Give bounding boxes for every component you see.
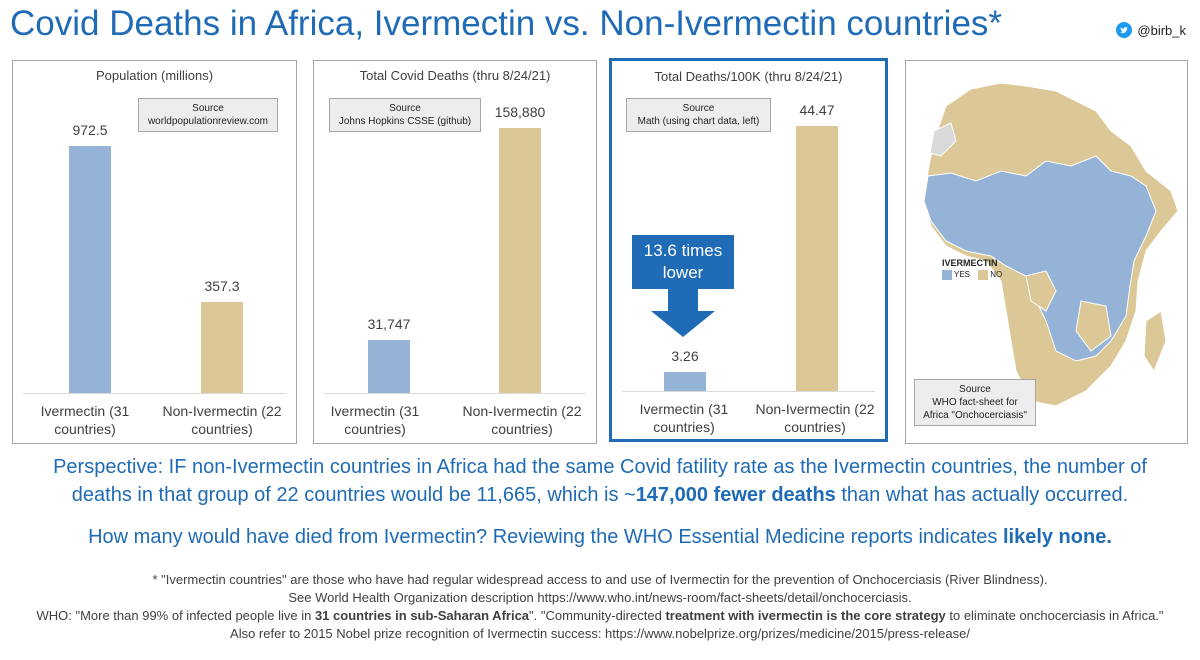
perspective-highlight: 147,000 fewer deaths [635,484,836,506]
source-label: Source [192,103,224,114]
footnote-line1: * "Ivermectin countries" are those who h… [152,572,1048,587]
baseline [23,393,286,394]
legend-title: IVERMECTIN [942,258,998,268]
source-label: Source [959,384,991,395]
source-box: Source worldpopulationreview.com [138,98,278,132]
category-label-ivermectin: Ivermectin (31 countries) [639,401,729,435]
value-label-ivermectin: 31,747 [367,316,411,332]
africa-map [923,82,1179,407]
perspective-line2: deaths in that group of 22 countries wou… [0,481,1200,509]
bar-non-ivermectin [201,302,243,393]
value-label-non-ivermectin: 44.47 [799,102,835,118]
legend-swatch-no [978,270,989,280]
value-label-non-ivermectin: 158,880 [494,104,546,120]
chart-title: Population (millions) [95,68,214,83]
total-deaths-chart: Total Covid Deaths (thru 8/24/21) Source… [313,60,597,444]
source-line1: WHO fact-sheet for [932,397,1018,408]
source-box: Source Math (using chart data, left) [626,98,771,132]
perspective-line1: Perspective: IF non-Ivermectin countries… [53,456,1147,478]
baseline [622,391,875,392]
bar-non-ivermectin [499,128,541,393]
chart-title: Total Covid Deaths (thru 8/24/21) [359,68,551,83]
perspective-line2c: than what has actually occurred. [835,484,1129,506]
value-label-non-ivermectin: 357.3 [204,278,240,294]
category-label-ivermectin: Ivermectin (31 countries) [40,403,130,437]
category-label-non-ivermectin: Non-Ivermectin (22 countries) [755,401,875,435]
source-text: worldpopulationreview.com [147,116,269,127]
fn3a: WHO: "More than 99% of infected people l… [36,608,315,623]
source-text: Math (using chart data, left) [637,116,760,127]
map-source-box: Source WHO fact-sheet for Africa "Onchoc… [914,379,1036,426]
gray-region [929,122,957,157]
fn3e: to eliminate onchocerciasis in Africa." [945,608,1164,623]
down-arrow-icon [651,289,715,337]
footnote-line3: WHO: "More than 99% of infected people l… [0,607,1200,625]
source-box: Source Johns Hopkins CSSE (github) [329,98,481,132]
category-label-ivermectin: Ivermectin (31 countries) [330,403,420,437]
bar-ivermectin [664,372,706,391]
fn3d: treatment with ivermectin is the core st… [665,608,946,623]
value-label-ivermectin: 3.26 [671,348,699,364]
question-highlight: likely none. [1002,526,1112,548]
chart-title: Total Deaths/100K (thru 8/24/21) [654,69,843,84]
footnote: * "Ivermectin countries" are those who h… [0,571,1200,643]
legend-swatch-yes [942,270,952,280]
page-title: Covid Deaths in Africa, Ivermectin vs. N… [10,4,1003,43]
category-label-non-ivermectin: Non-Ivermectin (22 countries) [162,403,282,437]
source-label: Source [682,103,715,114]
perspective-line2a: deaths in that group of 22 countries wou… [71,484,636,506]
footnote-line4[interactable]: Also refer to 2015 Nobel prize recogniti… [230,626,970,641]
source-line2: Africa "Onchocerciasis" [923,410,1027,421]
source-text: Johns Hopkins CSSE (github) [338,116,472,127]
population-chart: Population (millions) Source worldpopula… [12,60,297,444]
legend-yes: YES [954,270,971,280]
bar-ivermectin [368,340,410,393]
callout-line1: 13.6 times [643,241,723,260]
fn3b: 31 countries in sub-Saharan Africa [314,608,530,623]
fn3c: ". "Community-directed [529,608,666,623]
value-label-ivermectin: 972.5 [72,122,108,138]
bar-non-ivermectin [796,126,838,391]
africa-map-panel: IVERMECTIN YES NO Source WHO fact-sheet … [905,60,1188,444]
question-text: How many would have died from Ivermectin… [0,526,1200,549]
question-line: How many would have died from Ivermectin… [88,526,1003,548]
deaths-per-100k-chart: Total Deaths/100K (thru 8/24/21) Source … [609,58,888,442]
bar-ivermectin [69,146,111,393]
footnote-line2[interactable]: See World Health Organization descriptio… [288,590,912,605]
perspective-text: Perspective: IF non-Ivermectin countries… [0,453,1200,509]
ratio-callout: 13.6 times lower [632,235,734,289]
map-legend: IVERMECTIN YES NO [942,258,1002,280]
callout-line2: lower [662,263,704,282]
source-label: Source [389,103,421,114]
author-handle[interactable]: @birb_k [1116,22,1186,38]
category-label-non-ivermectin: Non-Ivermectin (22 countries) [462,403,582,437]
legend-no: NO [990,270,1003,280]
baseline [324,393,586,394]
twitter-bird-icon [1116,22,1133,38]
handle-text: @birb_k [1137,22,1186,38]
